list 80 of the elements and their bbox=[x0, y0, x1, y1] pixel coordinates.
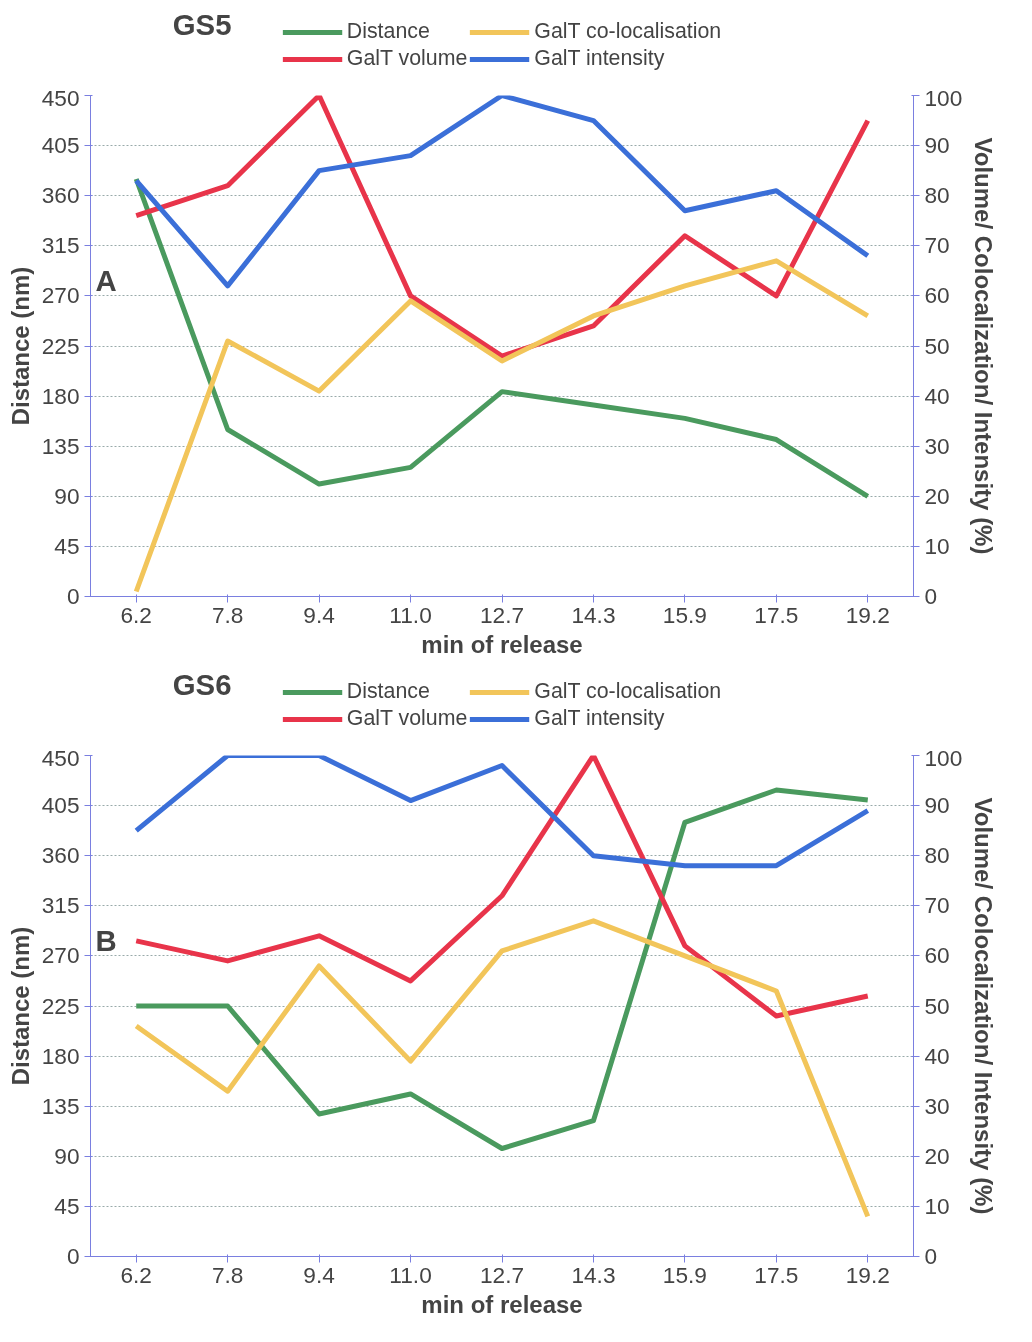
y-tick-label: 45 bbox=[54, 1192, 80, 1219]
x-tick-label: 6.2 bbox=[120, 601, 152, 628]
y-tick-label: 90 bbox=[54, 482, 80, 509]
x-axis-title: min of release bbox=[421, 630, 583, 658]
y-tick-label: 405 bbox=[41, 132, 80, 159]
y-axis-title: Distance (nm) bbox=[6, 926, 34, 1086]
y2-tick-label: 100 bbox=[924, 744, 963, 771]
y2-tick-label: 0 bbox=[924, 1243, 938, 1269]
y2-tick-label: 80 bbox=[924, 842, 950, 869]
x-tick-label: 6.2 bbox=[120, 1261, 152, 1288]
y-tick-label: 315 bbox=[41, 892, 80, 919]
y2-tick-label: 10 bbox=[924, 1192, 950, 1219]
x-tick-label: 19.2 bbox=[845, 1261, 890, 1288]
legend-label: GalT volume bbox=[346, 706, 468, 731]
y-tick-label: 225 bbox=[41, 332, 80, 359]
y2-tick-label: 60 bbox=[924, 942, 950, 969]
legend-label: GalT volume bbox=[346, 46, 468, 71]
annotation: A bbox=[95, 263, 117, 297]
y2-tick-label: 90 bbox=[924, 132, 950, 159]
y-axis-title: Distance (nm) bbox=[6, 266, 34, 426]
x-tick-label: 19.2 bbox=[845, 601, 890, 628]
legend-label: GalT co-localisation bbox=[534, 19, 722, 44]
legend-label: GalT intensity bbox=[534, 46, 665, 71]
y2-tick-label: 30 bbox=[924, 432, 950, 459]
y-tick-label: 450 bbox=[41, 744, 80, 771]
x-tick-label: 7.8 bbox=[211, 601, 244, 628]
y-tick-label: 270 bbox=[41, 942, 80, 969]
y2-tick-label: 20 bbox=[924, 482, 950, 509]
y2-tick-label: 80 bbox=[924, 182, 950, 209]
y2-tick-label: 20 bbox=[924, 1142, 950, 1169]
x-tick-label: 9.4 bbox=[303, 601, 335, 628]
x-tick-label: 14.3 bbox=[571, 601, 616, 628]
y2-tick-label: 30 bbox=[924, 1092, 950, 1119]
y2-tick-label: 40 bbox=[924, 1042, 950, 1069]
x-tick-label: 15.9 bbox=[662, 601, 707, 628]
y-tick-label: 405 bbox=[41, 792, 80, 819]
y-tick-label: 360 bbox=[41, 182, 80, 209]
legend-label: GalT intensity bbox=[534, 706, 665, 731]
y2-axis-title: Volume/ Colocalization/ Intensity (%) bbox=[970, 137, 998, 555]
y2-tick-label: 70 bbox=[924, 232, 950, 259]
x-tick-label: 7.8 bbox=[211, 1261, 244, 1288]
x-tick-label: 17.5 bbox=[754, 601, 799, 628]
x-tick-label: 17.5 bbox=[754, 1261, 799, 1288]
chart-title: GS5 bbox=[172, 8, 232, 41]
y2-tick-label: 70 bbox=[924, 892, 950, 919]
x-tick-label: 9.4 bbox=[303, 1261, 335, 1288]
y2-tick-label: 0 bbox=[924, 583, 938, 609]
y2-tick-label: 40 bbox=[924, 382, 950, 409]
x-tick-label: 11.0 bbox=[389, 1261, 432, 1288]
x-tick-label: 14.3 bbox=[571, 1261, 616, 1288]
y-tick-label: 360 bbox=[41, 842, 80, 869]
y-tick-label: 135 bbox=[41, 1092, 80, 1119]
legend-label: Distance bbox=[346, 19, 430, 44]
legend-label: Distance bbox=[346, 679, 430, 704]
x-tick-label: 15.9 bbox=[662, 1261, 707, 1288]
annotation: B bbox=[95, 923, 117, 957]
y2-tick-label: 50 bbox=[924, 332, 950, 359]
y-tick-label: 450 bbox=[41, 84, 80, 111]
y-tick-label: 180 bbox=[41, 1042, 80, 1069]
legend-label: GalT co-localisation bbox=[534, 679, 722, 704]
y2-tick-label: 10 bbox=[924, 532, 950, 559]
x-tick-label: 12.7 bbox=[479, 601, 525, 628]
y-tick-label: 0 bbox=[66, 1243, 80, 1269]
y-tick-label: 180 bbox=[41, 382, 80, 409]
y-tick-label: 0 bbox=[66, 583, 80, 609]
x-tick-label: 11.0 bbox=[389, 601, 432, 628]
y-tick-label: 90 bbox=[54, 1142, 80, 1169]
y2-axis-title: Volume/ Colocalization/ Intensity (%) bbox=[970, 797, 998, 1215]
chart-title: GS6 bbox=[172, 668, 232, 701]
y-tick-label: 135 bbox=[41, 432, 80, 459]
y-tick-label: 270 bbox=[41, 282, 80, 309]
y-tick-label: 225 bbox=[41, 992, 80, 1019]
y2-tick-label: 90 bbox=[924, 792, 950, 819]
x-tick-label: 12.7 bbox=[479, 1261, 525, 1288]
y2-tick-label: 50 bbox=[924, 992, 950, 1019]
y-tick-label: 45 bbox=[54, 532, 80, 559]
y2-tick-label: 60 bbox=[924, 282, 950, 309]
y2-tick-label: 100 bbox=[924, 84, 963, 111]
y-tick-label: 315 bbox=[41, 232, 80, 259]
x-axis-title: min of release bbox=[421, 1290, 583, 1318]
